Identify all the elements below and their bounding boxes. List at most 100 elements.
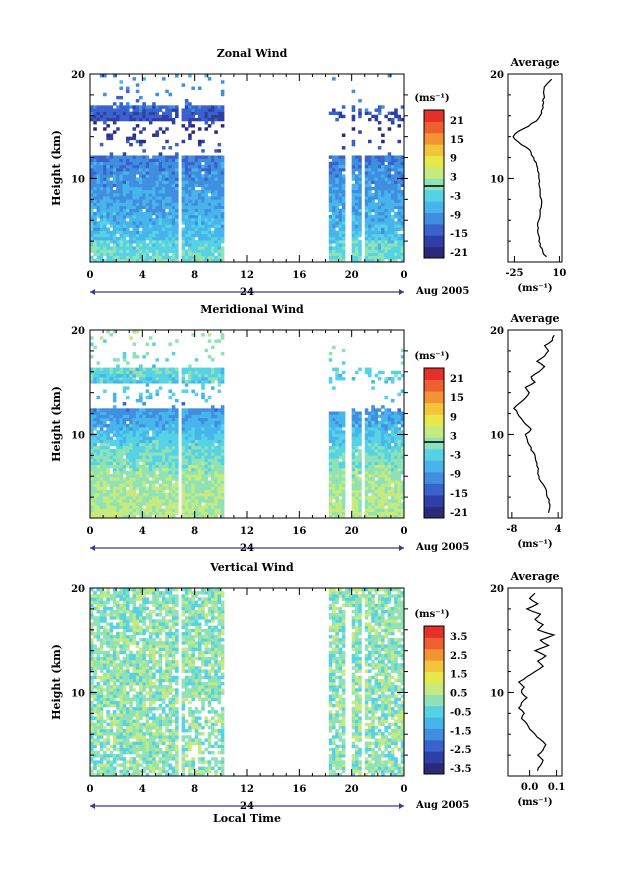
heatmap-cell bbox=[188, 255, 192, 260]
heatmap-cell bbox=[161, 452, 166, 456]
heatmap-cell bbox=[135, 202, 140, 206]
heatmap-cell bbox=[328, 492, 333, 497]
heatmap-cell bbox=[384, 471, 388, 475]
heatmap-cell bbox=[93, 508, 97, 513]
heatmap-cell bbox=[158, 108, 163, 112]
heatmap-cell bbox=[168, 230, 173, 235]
heatmap-cell bbox=[400, 177, 405, 181]
heatmap-cell bbox=[132, 411, 137, 415]
heatmap-cell bbox=[207, 486, 212, 491]
heatmap-cell bbox=[371, 161, 375, 166]
heatmap-cell bbox=[207, 436, 212, 440]
heatmap-cell bbox=[90, 158, 94, 163]
heatmap-cell bbox=[148, 111, 153, 116]
heatmap-cell bbox=[338, 114, 343, 119]
heatmap-cell bbox=[387, 480, 392, 484]
heatmap-cell bbox=[171, 439, 176, 444]
heatmap-cell bbox=[194, 243, 199, 247]
heatmap-cell bbox=[358, 224, 362, 228]
heatmap-cell bbox=[135, 186, 140, 191]
heatmap-cell bbox=[211, 183, 215, 188]
heatmap-cell bbox=[194, 215, 199, 219]
heatmap-cell bbox=[217, 240, 222, 244]
heatmap-cell bbox=[109, 480, 114, 484]
heatmap-cell bbox=[191, 502, 195, 506]
heatmap-cell bbox=[161, 486, 166, 491]
heatmap-cell bbox=[152, 367, 156, 372]
heatmap-cell bbox=[145, 230, 150, 235]
heatmap-cell bbox=[139, 168, 143, 172]
heatmap-cell bbox=[390, 117, 395, 122]
heatmap-cell bbox=[358, 433, 362, 437]
heatmap-cell bbox=[152, 114, 156, 119]
colorbar-tick-label: 3 bbox=[450, 173, 457, 184]
heatmap-cell bbox=[341, 205, 346, 210]
heatmap-cell bbox=[142, 452, 146, 456]
heatmap-cell bbox=[384, 218, 388, 222]
heatmap-cell bbox=[125, 508, 130, 513]
heatmap-cell bbox=[351, 258, 356, 263]
heatmap-cell bbox=[116, 177, 120, 181]
heatmap-cell bbox=[381, 105, 385, 109]
heatmap-cell bbox=[371, 233, 375, 238]
heatmap-cell bbox=[201, 155, 205, 159]
heatmap-cell bbox=[119, 414, 124, 419]
heatmap-cell bbox=[152, 224, 156, 228]
heatmap-cell bbox=[207, 164, 212, 169]
heatmap-cell bbox=[103, 227, 107, 231]
heatmap-cell bbox=[207, 246, 212, 250]
heatmap-cell bbox=[90, 719, 94, 724]
heatmap-cell bbox=[139, 424, 143, 428]
heatmap-cell bbox=[158, 152, 163, 156]
heatmap-cell bbox=[364, 236, 369, 241]
heatmap-cell bbox=[90, 483, 94, 487]
heatmap-cell bbox=[148, 508, 153, 513]
heatmap-cell bbox=[364, 155, 369, 159]
heatmap-cell bbox=[142, 168, 146, 172]
heatmap-cell bbox=[214, 111, 218, 116]
heatmap-cell bbox=[125, 442, 130, 447]
heatmap-cell bbox=[184, 474, 189, 478]
heatmap-cell bbox=[142, 471, 146, 475]
heatmap-cell bbox=[184, 380, 189, 384]
heatmap-cell bbox=[364, 196, 369, 200]
heatmap-cell bbox=[328, 174, 333, 178]
heatmap-cell bbox=[129, 211, 133, 216]
heatmap-cell bbox=[112, 492, 117, 497]
heatmap-cell bbox=[119, 80, 124, 84]
heatmap-cell bbox=[165, 464, 169, 469]
heatmap-cell bbox=[381, 492, 385, 497]
heatmap-cell bbox=[217, 155, 222, 159]
heatmap-cell bbox=[93, 230, 97, 235]
heatmap-cell bbox=[168, 243, 173, 247]
heatmap-cell bbox=[184, 249, 189, 253]
heatmap-cell bbox=[161, 236, 166, 241]
heatmap-cell bbox=[387, 218, 392, 222]
heatmap-cell bbox=[220, 411, 225, 415]
heatmap-cell bbox=[155, 442, 159, 447]
heatmap-cell bbox=[90, 186, 94, 191]
heatmap-cell bbox=[171, 240, 176, 244]
heatmap-cell bbox=[112, 108, 117, 112]
heatmap-cell bbox=[338, 461, 343, 466]
heatmap-cell bbox=[132, 221, 137, 225]
heatmap-cell bbox=[220, 461, 225, 466]
heatmap-cell bbox=[171, 177, 176, 181]
heatmap-cell bbox=[139, 117, 143, 122]
heatmap-cell bbox=[364, 211, 369, 216]
heatmap-cell bbox=[181, 240, 186, 244]
heatmap-cell bbox=[155, 236, 159, 241]
heatmap-cell bbox=[335, 370, 339, 375]
heatmap-cell bbox=[96, 230, 101, 235]
heatmap-cell bbox=[181, 196, 186, 200]
colorbar-segment bbox=[424, 212, 444, 225]
heatmap-cell bbox=[122, 174, 127, 178]
heatmap-cell bbox=[175, 486, 179, 491]
heatmap-cell bbox=[90, 355, 94, 359]
heatmap-cell bbox=[368, 486, 372, 491]
heatmap-cell bbox=[139, 240, 143, 244]
heatmap-cell bbox=[135, 367, 140, 372]
heatmap-cell bbox=[116, 174, 120, 178]
heatmap-cell bbox=[394, 211, 398, 216]
heatmap-cell bbox=[96, 455, 101, 459]
